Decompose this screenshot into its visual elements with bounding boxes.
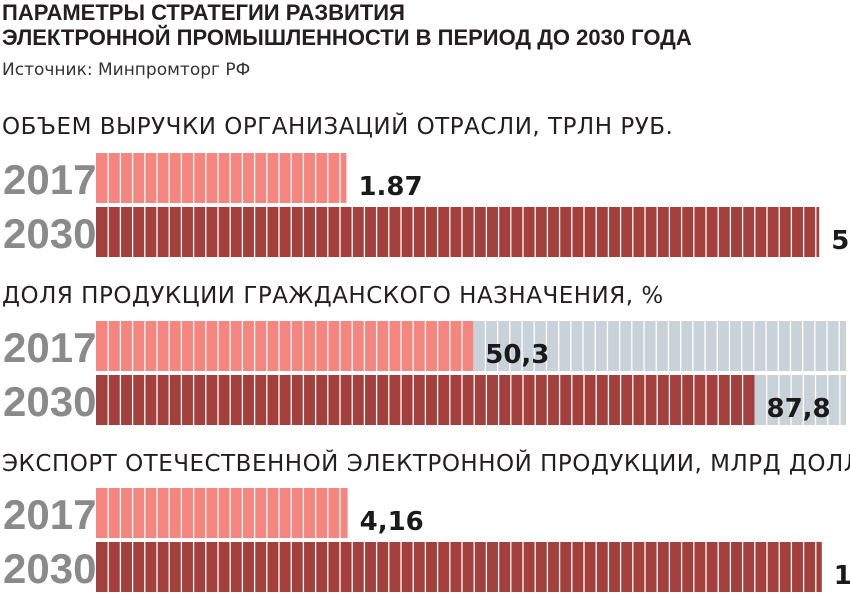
- bar-grid-0-0-fill: [107, 153, 341, 203]
- value-label-2-1: 12,0: [834, 561, 850, 591]
- year-label-1-0: 2017: [3, 324, 96, 371]
- bar-1-0: [96, 321, 474, 371]
- section-title-civil-share: ДОЛЯ ПРОДУКЦИИ ГРАЖДАНСКОГО НАЗНАЧЕНИЯ, …: [2, 283, 664, 309]
- bar-2-1: [96, 542, 822, 592]
- bar-grid-1-0-fill: [107, 321, 463, 371]
- bar-2-0: [96, 488, 348, 538]
- bar-0-1: [96, 207, 820, 257]
- chart-title: ПАРАМЕТРЫ СТРАТЕГИИ РАЗВИТИЯ ЭЛЕКТРОННОЙ…: [2, 0, 692, 50]
- section-title-export: ЭКСПОРТ ОТЕЧЕСТВЕННОЙ ЭЛЕКТРОННОЙ ПРОДУК…: [2, 451, 850, 477]
- section-title-revenue: ОБЪЕМ ВЫРУЧКИ ОРГАНИЗАЦИЙ ОТРАСЛИ, ТРЛН …: [2, 114, 674, 140]
- bar-grid-1-1-fill: [107, 375, 744, 425]
- value-label-2-0: 4,16: [360, 507, 424, 537]
- bar-remainder-1-0: [473, 321, 846, 371]
- bar-0-0: [96, 153, 347, 203]
- bar-grid-0-1-fill: [107, 207, 817, 257]
- bar-grid-2-1-fill: [107, 542, 817, 592]
- bar-grid-1-0-rem: [484, 321, 840, 371]
- value-label-0-1: 5.4: [831, 226, 850, 256]
- chart-title-line1: ПАРАМЕТРЫ СТРАТЕГИИ РАЗВИТИЯ: [2, 0, 405, 25]
- year-label-2-1: 2030: [3, 545, 96, 592]
- value-label-0-0: 1.87: [358, 172, 422, 202]
- bar-grid-2-0-fill: [107, 488, 341, 538]
- year-label-0-1: 2030: [3, 210, 96, 257]
- chart-title-line2: ЭЛЕКТРОННОЙ ПРОМЫШЛЕННОСТИ В ПЕРИОД ДО 2…: [2, 25, 692, 50]
- year-label-1-1: 2030: [3, 378, 96, 425]
- bar-remainder-1-1: [754, 375, 846, 425]
- year-label-2-0: 2017: [3, 491, 96, 538]
- value-label-1-0: 50,3: [485, 340, 549, 370]
- year-label-0-0: 2017: [3, 156, 96, 203]
- value-label-1-1: 87,8: [767, 394, 831, 424]
- source-note: Источник: Минпромторг РФ: [2, 60, 251, 80]
- bar-grid-1-1-rem: [766, 375, 841, 425]
